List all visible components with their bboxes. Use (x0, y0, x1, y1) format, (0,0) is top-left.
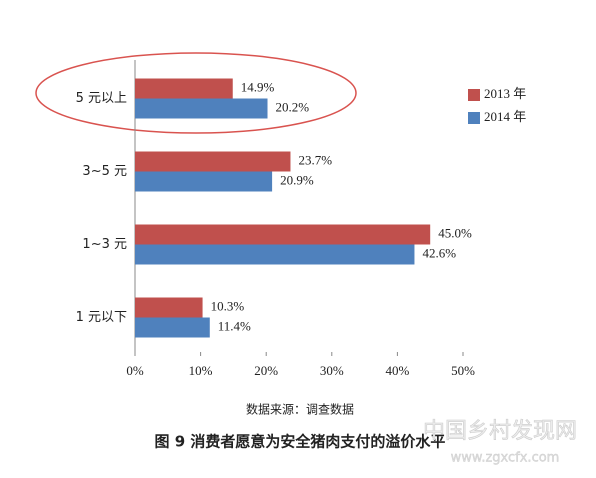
bar (135, 78, 233, 99)
x-tick-label: 10% (189, 363, 213, 378)
x-tick-label: 40% (385, 363, 409, 378)
value-label: 14.9% (241, 79, 275, 94)
bar (135, 297, 203, 318)
y-tick-label: 3~5 元 (82, 164, 127, 179)
legend-label: 2014 年 (484, 109, 526, 124)
source-note: 数据来源：调查数据 (246, 402, 354, 417)
bar (135, 244, 415, 265)
bar (135, 224, 431, 245)
value-label: 11.4% (218, 318, 251, 333)
x-tick-label: 50% (451, 363, 475, 378)
highlight-ellipse (35, 52, 357, 134)
x-tick-label: 0% (126, 363, 144, 378)
bar (135, 151, 291, 172)
bar (135, 98, 268, 119)
value-label: 20.9% (280, 172, 314, 187)
x-tick-label: 20% (254, 363, 278, 378)
legend-label: 2013 年 (484, 86, 526, 101)
watermark-url: www.zgxcfx.com (451, 451, 560, 466)
value-label: 45.0% (438, 225, 472, 240)
value-label: 10.3% (211, 298, 245, 313)
value-label: 23.7% (298, 152, 332, 167)
caption: 图 9 消费者愿意为安全猪肉支付的溢价水平 (155, 433, 446, 451)
legend-swatch (468, 112, 480, 124)
legend-swatch (468, 89, 480, 101)
bar (135, 171, 273, 192)
x-tick-label: 30% (320, 363, 344, 378)
y-tick-label: 5 元以上 (76, 91, 127, 106)
bar (135, 317, 210, 338)
watermark: 中国乡村发现网 (423, 419, 577, 444)
y-tick-label: 1~3 元 (82, 237, 127, 252)
value-label: 20.2% (276, 99, 310, 114)
value-label: 42.6% (422, 245, 456, 260)
y-tick-label: 1 元以下 (76, 310, 127, 325)
